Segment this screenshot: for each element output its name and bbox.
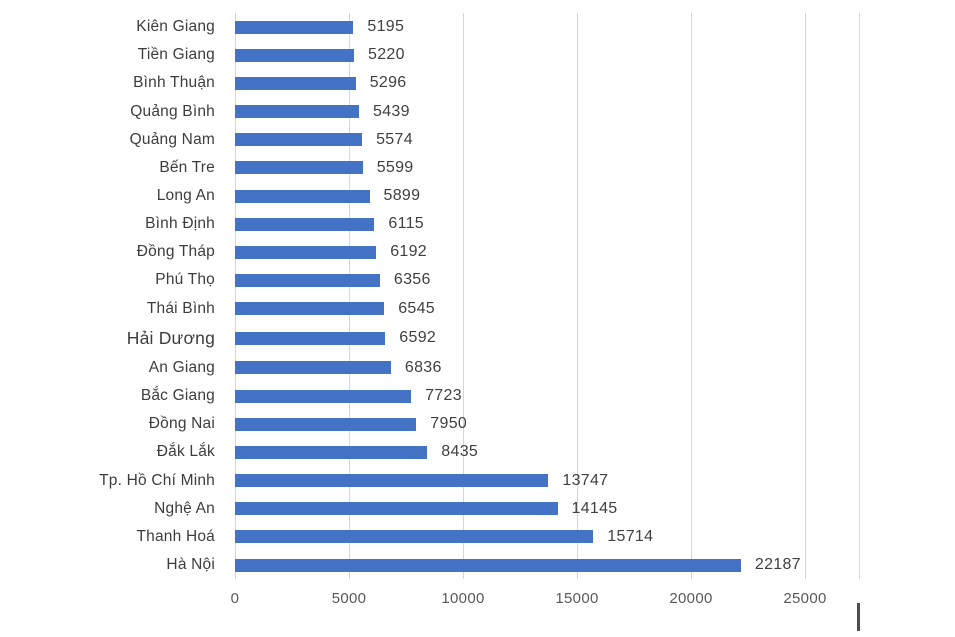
category-label: An Giang — [148, 358, 215, 376]
value-label: 5574 — [376, 130, 413, 148]
x-tick-label: 0 — [230, 590, 240, 607]
bar — [235, 217, 375, 231]
value-label: 6356 — [393, 271, 431, 289]
gridline — [805, 13, 806, 579]
category-label: Nghệ An — [154, 499, 215, 517]
bar-row: Phú Thọ 6356 — [0, 266, 955, 294]
category-label: Đồng Tháp — [136, 243, 215, 261]
category-label: Đồng Nai — [148, 415, 215, 433]
category-label: Đắk Lắk — [156, 443, 215, 461]
bar-row: Tp. Hồ Chí Minh 13747 — [0, 467, 955, 495]
bar-row: Quảng Nam 5574 — [0, 126, 955, 154]
gridline — [577, 13, 578, 579]
bar-row: Long An 5899 — [0, 182, 955, 210]
bar — [235, 20, 354, 34]
text-cursor-mark — [857, 603, 860, 631]
bar-row: Bắc Giang 7723 — [0, 382, 955, 410]
category-label: Thanh Hoá — [136, 527, 215, 545]
gridline — [349, 13, 350, 579]
bar — [235, 48, 354, 62]
bar — [235, 161, 363, 175]
x-axis: 0 5000 10000 15000 20000 25000 — [0, 590, 955, 614]
bar-row: Bình Định 6115 — [0, 210, 955, 238]
category-label: Bình Định — [145, 215, 215, 233]
value-label: 6836 — [404, 358, 442, 376]
value-label: 22187 — [754, 556, 801, 574]
bar-row: Đắk Lắk 8435 — [0, 438, 955, 466]
value-label: 6115 — [388, 215, 424, 233]
bar — [235, 558, 741, 572]
bar-row: Bến Tre 5599 — [0, 154, 955, 182]
bar — [235, 245, 377, 259]
x-tick-label: 5000 — [331, 590, 367, 607]
value-label: 8435 — [441, 443, 479, 461]
bar-row: Hải Dương 6592 — [0, 323, 955, 354]
plot-area — [235, 13, 860, 579]
bar — [235, 502, 558, 516]
category-label: Bến Tre — [159, 158, 215, 176]
bar — [235, 445, 428, 459]
x-tick-label: 20000 — [669, 590, 713, 607]
category-label: Thái Bình — [146, 299, 215, 317]
bar — [235, 133, 363, 147]
value-label: 6545 — [398, 299, 435, 317]
bar — [235, 302, 385, 316]
value-label: 7950 — [430, 415, 468, 433]
bar — [235, 530, 594, 544]
bar-row: Hà Nội 22187 — [0, 551, 955, 579]
category-label: Quảng Bình — [130, 102, 215, 120]
gridline — [691, 13, 692, 579]
bar-row: Nghệ An 14145 — [0, 495, 955, 523]
bar-row: An Giang 6836 — [0, 354, 955, 382]
bar — [235, 105, 359, 119]
value-label: 6592 — [399, 329, 437, 347]
category-label: Long An — [156, 187, 215, 205]
bar — [235, 389, 412, 403]
category-label: Tiền Giang — [137, 46, 215, 64]
category-label: Tp. Hồ Chí Minh — [99, 471, 215, 489]
bar-row: Thái Bình 6545 — [0, 295, 955, 323]
value-label: 7723 — [425, 387, 462, 405]
bar — [235, 331, 386, 345]
plot-right-border — [859, 13, 860, 579]
bar — [235, 76, 356, 90]
bar-rows: Kiên Giang 5195 Tiền Giang 5220 Bình Thuận 52… — [0, 13, 955, 579]
bar — [235, 474, 549, 488]
value-label: 5296 — [369, 74, 407, 92]
x-tick-label: 25000 — [783, 590, 827, 607]
bar-row: Đồng Tháp 6192 — [0, 238, 955, 266]
value-label: 5439 — [373, 102, 410, 120]
value-label: 5599 — [376, 158, 414, 176]
value-label: 15714 — [607, 527, 654, 545]
value-label: 5899 — [383, 187, 421, 205]
bar-row: Kiên Giang 5195 — [0, 13, 955, 41]
category-label: Hải Dương — [126, 327, 215, 348]
bar-row: Bình Thuận 5296 — [0, 69, 955, 97]
category-label: Quảng Nam — [129, 130, 215, 148]
bar — [235, 189, 370, 203]
bar-row: Quảng Bình 5439 — [0, 97, 955, 125]
value-label: 6192 — [390, 243, 427, 261]
bar — [235, 273, 380, 287]
category-label: Bắc Giang — [140, 387, 215, 405]
category-label: Kiên Giang — [136, 18, 215, 36]
value-label: 5195 — [367, 18, 405, 36]
bar — [235, 417, 417, 431]
bar — [235, 361, 391, 375]
category-label: Bình Thuận — [133, 74, 215, 92]
x-tick-label: 10000 — [441, 590, 485, 607]
value-label: 5220 — [368, 46, 405, 64]
category-label: Phú Thọ — [155, 271, 215, 289]
category-label: Hà Nội — [166, 556, 215, 574]
value-label: 13747 — [562, 471, 609, 489]
bar-row: Thanh Hoá 15714 — [0, 523, 955, 551]
x-tick-label: 15000 — [555, 590, 599, 607]
gridline — [463, 13, 464, 579]
bar-row: Đồng Nai 7950 — [0, 410, 955, 438]
bar-row: Tiền Giang 5220 — [0, 41, 955, 69]
gridline — [235, 13, 236, 579]
value-label: 14145 — [571, 499, 618, 517]
